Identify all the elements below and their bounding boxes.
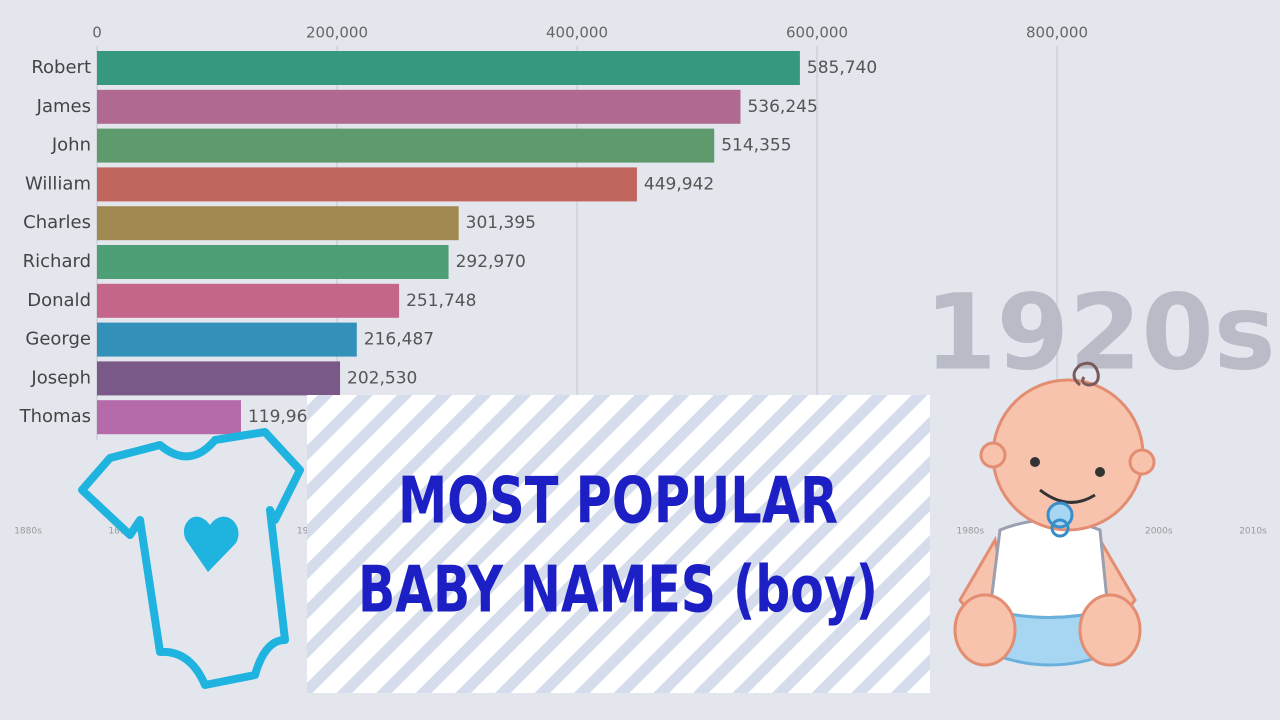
bar (97, 283, 400, 318)
category-label: George (25, 329, 91, 350)
value-label: 514,355 (721, 136, 791, 156)
x-tick-label: 0 (92, 24, 102, 42)
category-label: Richard (23, 251, 91, 272)
bar (97, 322, 357, 357)
value-label: 202,530 (347, 368, 417, 388)
category-label: John (51, 135, 91, 156)
timeline-label: 1980s (957, 527, 985, 537)
banner-title: MOST POPULAR (398, 465, 838, 539)
value-label: 536,245 (747, 97, 817, 117)
value-label: 301,395 (466, 213, 536, 233)
bar (97, 245, 449, 279)
bars: Robert 585,740 James 536,245 John 514,355 Will… (19, 51, 877, 435)
category-label: Thomas (19, 406, 91, 427)
category-label: Robert (31, 57, 91, 78)
timeline-label: 2000s (1145, 527, 1173, 537)
x-tick-label: 600,000 (786, 24, 848, 42)
category-label: Joseph (30, 367, 91, 388)
timeline-label: 2010s (1239, 527, 1267, 537)
banner (307, 395, 930, 693)
timeline-label: 1880s (14, 527, 42, 537)
category-label: William (25, 173, 91, 194)
bar (97, 128, 715, 163)
value-label: 119,963 (248, 407, 318, 427)
x-tick-label: 400,000 (546, 24, 608, 42)
bar (97, 89, 741, 124)
category-label: Charles (23, 212, 91, 233)
category-label: James (36, 96, 91, 117)
value-label: 449,942 (644, 174, 714, 194)
bar (97, 206, 459, 241)
value-label: 585,740 (807, 58, 877, 78)
baby-illustration (953, 361, 1156, 667)
value-label: 292,970 (456, 252, 526, 272)
bar (97, 361, 341, 396)
value-label: 216,487 (364, 330, 434, 350)
period-label: 1920s (924, 271, 1275, 393)
category-label: Donald (27, 290, 91, 311)
x-tick-label: 200,000 (306, 24, 368, 42)
banner-title: BABY NAMES (boy) (358, 554, 878, 628)
bar (97, 51, 800, 85)
x-tick-label: 800,000 (1026, 24, 1088, 42)
bar (97, 400, 241, 435)
bar (97, 167, 637, 202)
value-label: 251,748 (406, 291, 476, 311)
onesie-icon (78, 428, 304, 689)
grid: 0 200,000 400,000 600,000 800,000 (92, 24, 1088, 440)
